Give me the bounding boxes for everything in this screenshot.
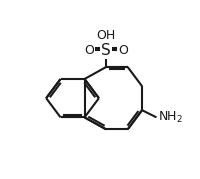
Text: S: S — [101, 43, 111, 58]
Text: NH$_2$: NH$_2$ — [158, 110, 183, 125]
Text: O: O — [84, 44, 94, 57]
Text: O: O — [118, 44, 128, 57]
Text: OH: OH — [96, 29, 116, 42]
